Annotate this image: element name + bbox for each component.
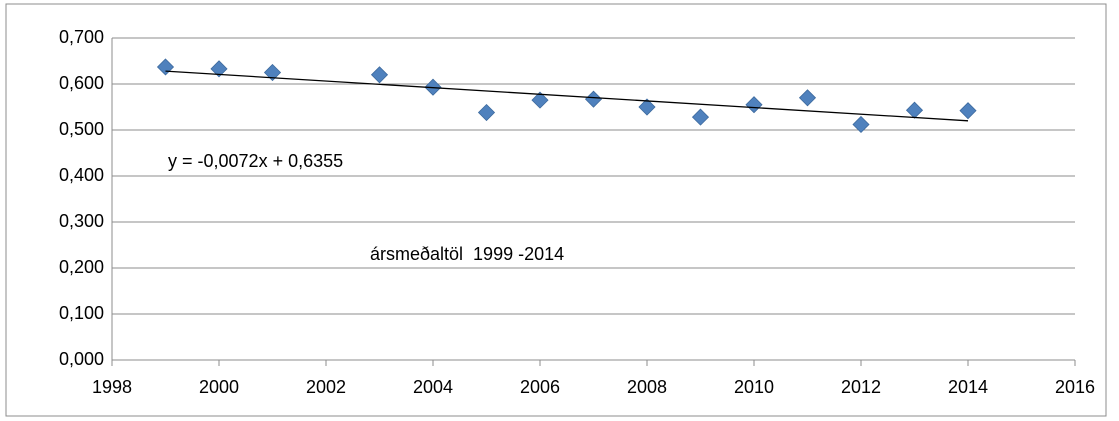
y-tick-label: 0,700 [59, 27, 104, 47]
data-point [798, 89, 817, 107]
data-point [905, 101, 924, 119]
y-tick-label: 0,100 [59, 303, 104, 323]
x-tick-label: 2014 [948, 377, 988, 397]
data-point [852, 115, 870, 134]
data-point [263, 63, 282, 82]
annotation: ársmeðaltöl 1999 -2014 [370, 244, 564, 264]
data-point [584, 90, 603, 108]
data-point [691, 108, 710, 126]
data-point [531, 91, 549, 109]
x-tick-label: 1998 [92, 377, 132, 397]
x-tick-label: 2016 [1055, 377, 1095, 397]
x-tick-label: 2008 [627, 377, 667, 397]
data-point [210, 60, 228, 78]
x-tick-label: 2010 [734, 377, 774, 397]
x-tick-label: 2006 [520, 377, 560, 397]
y-tick-label: 0,000 [59, 349, 104, 369]
trendline-equation: y = -0,0072x + 0,6355 [168, 151, 343, 171]
data-point [745, 96, 763, 114]
trendline [165, 70, 969, 122]
y-tick-label: 0,400 [59, 165, 104, 185]
y-tick-label: 0,300 [59, 211, 104, 231]
y-tick-label: 0,600 [59, 73, 104, 93]
data-point [477, 103, 496, 122]
x-tick-label: 2004 [413, 377, 453, 397]
y-tick-label: 0,200 [59, 257, 104, 277]
y-tick-label: 0,500 [59, 119, 104, 139]
x-tick-label: 2002 [306, 377, 346, 397]
x-tick-label: 2012 [841, 377, 881, 397]
x-tick-label: 2000 [199, 377, 239, 397]
data-point [370, 66, 389, 84]
data-point [959, 102, 977, 120]
data-point [638, 98, 656, 116]
